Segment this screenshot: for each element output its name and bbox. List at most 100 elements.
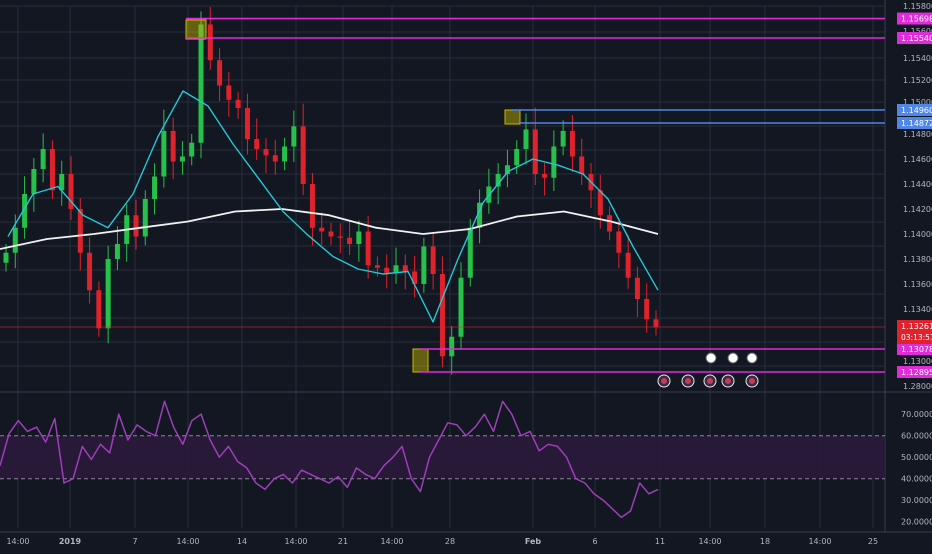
candle-body xyxy=(439,274,445,357)
candle[interactable] xyxy=(412,256,418,298)
candle[interactable] xyxy=(532,107,538,185)
candle[interactable] xyxy=(179,141,185,175)
candle-body xyxy=(152,176,158,199)
time-tick-label: 25 xyxy=(868,537,878,546)
speaker-icon[interactable] xyxy=(727,352,739,364)
candle[interactable] xyxy=(449,326,455,375)
candle[interactable] xyxy=(421,237,427,293)
candle[interactable] xyxy=(272,139,278,175)
candle-body xyxy=(3,252,9,263)
rsi-band xyxy=(0,435,885,479)
price-axis: 1.28000 1.13000 1.13400 1.13600 1.13800 1.140… xyxy=(903,2,932,391)
current-price-value: 1.13261 xyxy=(901,322,932,331)
candle-body xyxy=(625,252,631,278)
candle[interactable] xyxy=(244,93,250,155)
candle[interactable] xyxy=(300,103,306,195)
candle[interactable] xyxy=(560,120,566,156)
price-level-label[interactable]: 1.15540 xyxy=(897,32,932,44)
candle[interactable] xyxy=(319,212,325,245)
candle[interactable] xyxy=(542,163,548,196)
candle[interactable] xyxy=(40,133,46,183)
swing-low-box[interactable] xyxy=(412,348,429,373)
candle-body xyxy=(12,227,18,253)
candle[interactable] xyxy=(328,222,334,246)
time-tick-label: 14:00 xyxy=(176,537,199,546)
rsi-line[interactable] xyxy=(0,400,659,519)
event-markers[interactable] xyxy=(657,352,759,388)
speaker-icon[interactable] xyxy=(705,352,717,364)
candle[interactable] xyxy=(625,235,631,289)
candle[interactable] xyxy=(337,223,343,254)
price-tick-label: 1.14400 xyxy=(903,180,932,189)
swing-high-box[interactable] xyxy=(185,19,207,40)
rsi-tick-label: 30.0000 xyxy=(901,496,932,505)
candle[interactable] xyxy=(226,71,232,117)
candle-body xyxy=(569,130,575,157)
candle-body xyxy=(96,290,102,329)
candle[interactable] xyxy=(59,160,65,206)
price-level-label[interactable]: 1.14872 xyxy=(897,117,932,129)
price-tick-label: 1.15600 xyxy=(903,27,932,36)
candle[interactable] xyxy=(263,138,269,173)
candle[interactable] xyxy=(114,226,120,270)
candle[interactable] xyxy=(291,110,297,162)
price-tick-label: 1.14800 xyxy=(903,130,932,139)
candle[interactable] xyxy=(458,262,464,350)
candle[interactable] xyxy=(96,281,102,337)
candle[interactable] xyxy=(217,48,223,102)
candle[interactable] xyxy=(235,92,241,119)
candle[interactable] xyxy=(142,190,148,246)
candle[interactable] xyxy=(133,199,139,250)
candle[interactable] xyxy=(384,254,390,289)
price-level-label[interactable]: 1.15698 xyxy=(897,12,932,25)
candle[interactable] xyxy=(198,11,204,159)
time-tick-label: 14 xyxy=(237,537,247,546)
price-level-label[interactable]: 1.12895 xyxy=(897,366,932,378)
candle-body xyxy=(77,209,83,253)
candle-body xyxy=(542,174,548,178)
candle[interactable] xyxy=(504,149,510,188)
price-level-label[interactable]: 1.14960 xyxy=(897,104,932,116)
candle[interactable] xyxy=(430,233,436,290)
candle[interactable] xyxy=(551,130,557,191)
candle[interactable] xyxy=(514,140,520,174)
candle[interactable] xyxy=(644,283,650,333)
candle-body xyxy=(114,244,120,259)
speaker-icon[interactable] xyxy=(746,352,758,364)
candle[interactable] xyxy=(607,206,613,241)
candle[interactable] xyxy=(569,115,575,172)
candle-body xyxy=(467,227,473,278)
candle[interactable] xyxy=(282,137,288,171)
candle-body xyxy=(523,129,529,149)
candle-body xyxy=(291,126,297,147)
candle[interactable] xyxy=(523,113,529,165)
candle[interactable] xyxy=(309,173,315,246)
candle[interactable] xyxy=(68,156,74,220)
candle[interactable] xyxy=(161,109,167,188)
lower-high-box[interactable] xyxy=(504,109,521,125)
candle[interactable] xyxy=(49,140,55,199)
candle-body xyxy=(532,129,538,174)
time-tick-label: Feb xyxy=(525,537,542,546)
candle[interactable] xyxy=(347,220,353,255)
candle-body xyxy=(430,246,436,274)
candle[interactable] xyxy=(31,158,37,212)
candle[interactable] xyxy=(393,247,399,284)
candle[interactable] xyxy=(77,198,83,271)
candle[interactable] xyxy=(653,310,659,336)
candle[interactable] xyxy=(170,117,176,180)
candle[interactable] xyxy=(634,266,640,318)
candle[interactable] xyxy=(616,218,622,269)
price-level-label[interactable]: 1.13078 xyxy=(897,343,932,355)
candle-body xyxy=(207,24,213,61)
candle[interactable] xyxy=(579,138,585,185)
candle[interactable] xyxy=(254,118,260,160)
candle[interactable] xyxy=(356,220,362,262)
price-tick-label: 1.15000 xyxy=(903,98,932,107)
candle[interactable] xyxy=(87,237,93,304)
candle[interactable] xyxy=(189,134,195,166)
candle[interactable] xyxy=(477,189,483,244)
candle[interactable] xyxy=(152,163,158,215)
